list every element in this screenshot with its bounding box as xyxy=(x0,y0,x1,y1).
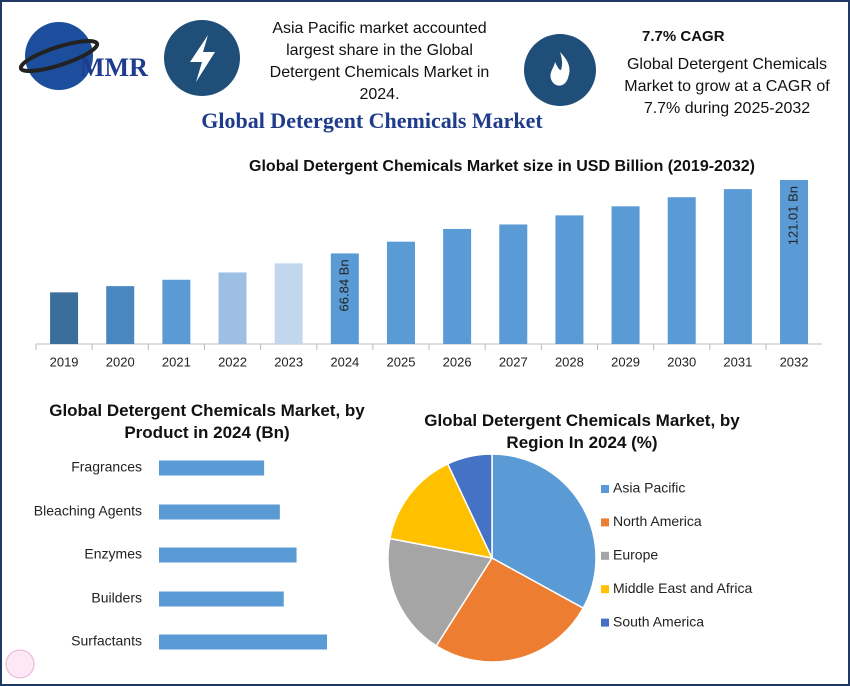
x-tick-label: 2021 xyxy=(162,354,191,369)
bar xyxy=(218,272,247,344)
chart-title: Global Detergent Chemicals Market, by Pr… xyxy=(49,401,365,442)
x-tick-label: 2032 xyxy=(780,354,809,369)
bar xyxy=(555,215,584,344)
logo-globe xyxy=(25,22,93,90)
value-label: 121.01 Bn xyxy=(785,186,800,245)
legend-label: Middle East and Africa xyxy=(613,580,753,596)
bar xyxy=(386,241,415,344)
bar xyxy=(274,263,303,344)
bar xyxy=(443,228,472,344)
bolt-icon xyxy=(190,35,215,82)
bar xyxy=(611,206,640,344)
bar xyxy=(780,180,809,344)
pie-slice xyxy=(435,557,585,663)
x-tick-label: 2024 xyxy=(330,354,359,369)
value-label: 66.84 Bn xyxy=(336,259,351,311)
category-label: Enzymes xyxy=(84,546,142,562)
category-label: Builders xyxy=(91,590,142,606)
main-title: Global Detergent Chemicals Market xyxy=(201,108,543,133)
bar xyxy=(159,504,280,520)
x-tick-label: 2025 xyxy=(387,354,416,369)
x-tick-label: 2030 xyxy=(667,354,696,369)
bar xyxy=(162,279,191,344)
legend-label: Europe xyxy=(613,547,658,563)
x-tick-label: 2020 xyxy=(106,354,135,369)
bar xyxy=(159,547,297,563)
bar xyxy=(330,253,359,344)
cagr-text: Global Detergent Chemicals Market to gro… xyxy=(624,56,830,117)
pie-slice xyxy=(388,462,494,560)
x-tick-label: 2029 xyxy=(611,354,640,369)
bar xyxy=(106,286,135,344)
bar xyxy=(159,460,265,476)
category-label: Bleaching Agents xyxy=(34,503,142,519)
highlight-text: Asia Pacific market accounted largest sh… xyxy=(269,20,490,103)
category-label: Surfactants xyxy=(71,633,142,649)
legend-label: North America xyxy=(613,513,702,529)
bar xyxy=(159,634,327,650)
legend-swatch xyxy=(601,485,609,493)
pie-slice xyxy=(491,453,597,610)
bar xyxy=(723,189,752,344)
legend-swatch xyxy=(601,518,609,527)
x-tick-label: 2028 xyxy=(555,354,584,369)
bar xyxy=(159,591,284,607)
bar xyxy=(667,197,696,344)
legend-swatch xyxy=(601,585,609,594)
logo-ring xyxy=(18,38,100,74)
pie-slice xyxy=(446,453,493,559)
cagr-title: 7.7% CAGR xyxy=(642,28,725,45)
chart-title: Global Detergent Chemicals Market, by Re… xyxy=(424,411,740,452)
legend-swatch xyxy=(601,618,609,627)
watermark xyxy=(5,649,35,679)
logo-text: MMR xyxy=(80,53,148,82)
bar xyxy=(499,224,528,344)
x-tick-label: 2026 xyxy=(443,354,472,369)
x-tick-label: 2027 xyxy=(499,354,528,369)
x-tick-label: 2031 xyxy=(723,354,752,369)
x-tick-label: 2019 xyxy=(50,354,79,369)
legend-label: South America xyxy=(613,613,704,629)
chart-title: Global Detergent Chemicals Market size i… xyxy=(249,158,755,175)
x-tick-label: 2022 xyxy=(218,354,247,369)
x-tick-label: 2023 xyxy=(274,354,303,369)
category-label: Fragrances xyxy=(71,459,142,475)
legend-label: Asia Pacific xyxy=(613,480,685,496)
bar xyxy=(50,292,79,344)
legend-swatch xyxy=(601,551,609,560)
pie-slice xyxy=(387,537,494,647)
flame-icon xyxy=(550,52,570,86)
